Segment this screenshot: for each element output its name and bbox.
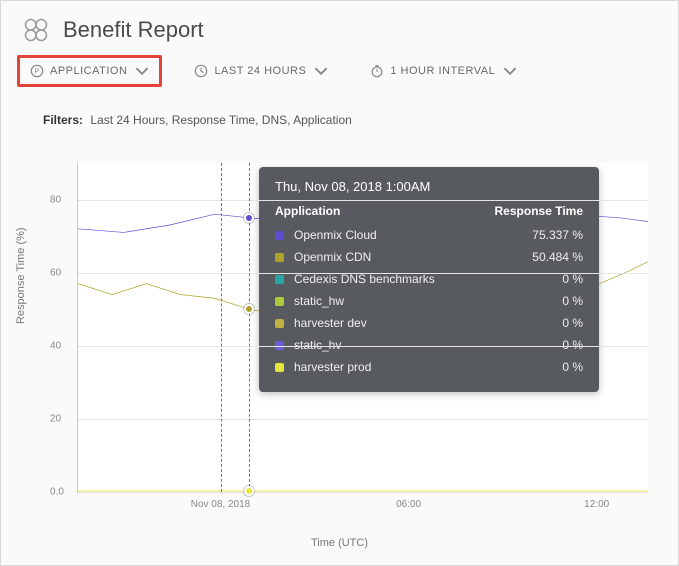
chevron-down-icon [503,64,517,78]
series-line [78,262,648,357]
page-title: Benefit Report [63,17,204,43]
svg-text:P: P [34,69,39,76]
timerange-filter-button[interactable]: LAST 24 HOURS [184,58,338,84]
filters-text: Last 24 Hours, Response Time, DNS, Appli… [90,113,351,127]
hover-marker [244,486,254,496]
chevron-down-icon [135,64,149,78]
x-axis-label: Time (UTC) [311,537,368,549]
stopwatch-icon [370,64,384,78]
app-logo-icon [21,15,51,45]
y-tick-label: 40 [50,340,61,351]
gridline [78,346,648,347]
gridline [78,492,648,493]
header: Benefit Report [1,1,678,55]
hover-marker [244,304,254,314]
clock-icon [194,64,208,78]
x-tick-label: 06:00 [396,499,421,510]
application-filter-button[interactable]: P APPLICATION [17,55,162,87]
y-tick-label: 20 [50,413,61,424]
chart-lines-svg [78,163,648,492]
interval-filter-button[interactable]: 1 HOUR INTERVAL [360,58,527,84]
y-tick-label: 0.0 [50,487,64,498]
gridline [78,419,648,420]
timerange-filter-label: LAST 24 HOURS [214,65,306,77]
y-axis-label: Response Time (%) [15,227,27,324]
application-filter-label: APPLICATION [50,65,127,77]
gridline [78,200,648,201]
series-line [78,214,648,240]
active-filters-summary: Filters: Last 24 Hours, Response Time, D… [1,95,678,133]
x-tick-label: Nov 08, 2018 [191,499,251,510]
chart-plot-area[interactable]: Thu, Nov 08, 2018 1:00AM Application Res… [77,163,648,493]
hover-vline [221,163,222,492]
platform-icon: P [30,64,44,78]
gridline [78,273,648,274]
interval-filter-label: 1 HOUR INTERVAL [390,65,495,77]
chevron-down-icon [314,64,328,78]
filter-bar: P APPLICATION LAST 24 HOURS 1 HOUR INTER… [1,55,678,95]
chart-container: Response Time (%) Thu, Nov 08, 2018 1:00… [21,163,658,543]
y-tick-label: 60 [50,267,61,278]
filters-label: Filters: [43,113,83,127]
x-tick-label: 12:00 [584,499,609,510]
hover-marker [244,213,254,223]
y-tick-label: 80 [50,194,61,205]
